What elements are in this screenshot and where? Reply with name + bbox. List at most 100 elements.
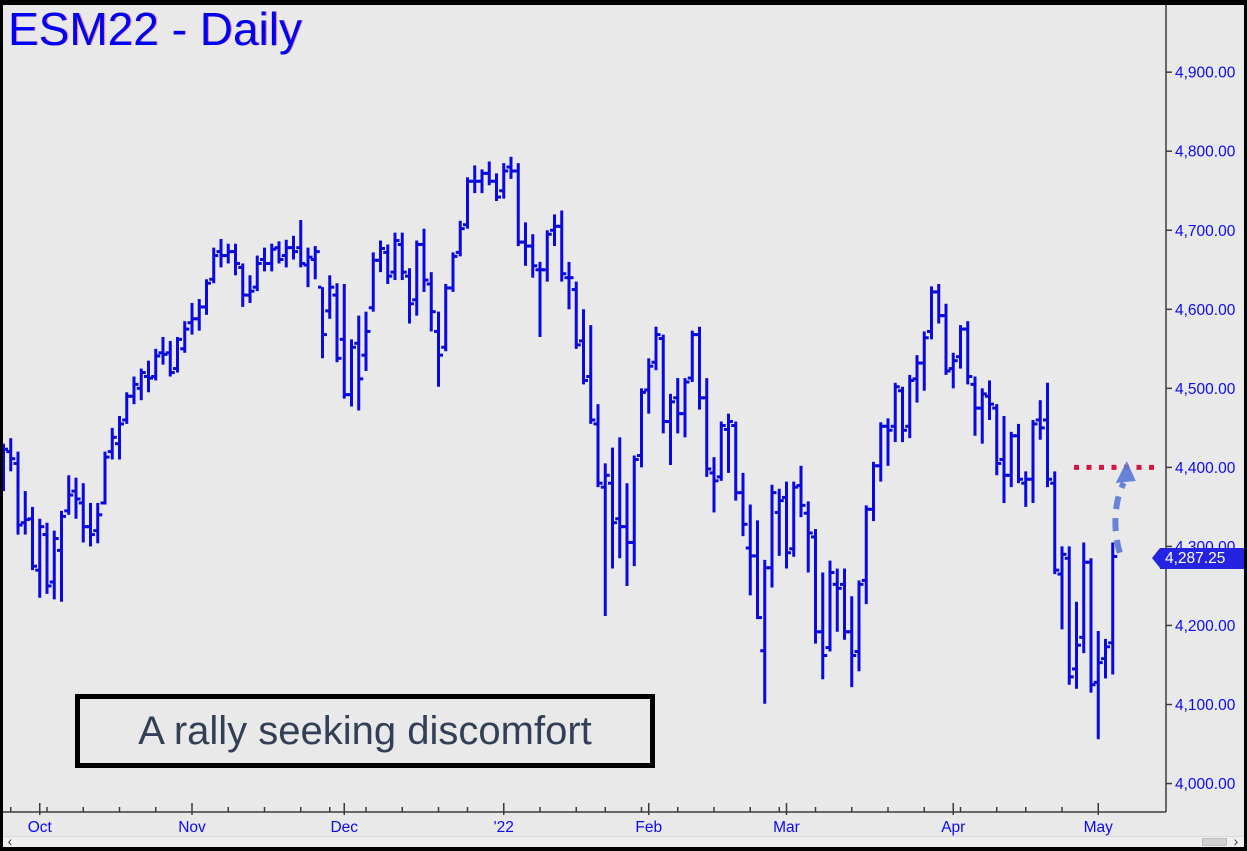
- ohlc-bar: [455, 220, 465, 257]
- ohlc-bar: [948, 352, 958, 389]
- chart-title: ESM22 - Daily: [8, 3, 302, 55]
- ohlc-bar: [774, 488, 784, 556]
- ohlc-bar: [245, 275, 255, 303]
- ohlc-bar: [252, 255, 262, 292]
- rally-arrow[interactable]: [1112, 481, 1127, 554]
- scrollbar-thumb[interactable]: [1202, 838, 1227, 846]
- ohlc-bar: [93, 502, 103, 544]
- y-axis-label: 4,700.00: [1175, 223, 1236, 240]
- scroll-left-icon[interactable]: ‹: [7, 833, 13, 849]
- ohlc-bar: [1079, 542, 1089, 654]
- ohlc-bar: [535, 261, 545, 337]
- ohlc-bar: [165, 340, 175, 377]
- ohlc-bar: [158, 336, 168, 365]
- ohlc-bar: [840, 568, 849, 640]
- ohlc-bar: [608, 447, 617, 569]
- ohlc-bar: [405, 268, 414, 324]
- ohlc-bar: [803, 501, 813, 573]
- ohlc-bar: [274, 241, 284, 264]
- ohlc-bar: [622, 483, 632, 586]
- ohlc-bar: [970, 376, 980, 436]
- ohlc-bar: [260, 247, 269, 272]
- ohlc-bar: [999, 416, 1009, 503]
- scroll-right-icon[interactable]: ›: [1233, 833, 1239, 849]
- ohlc-bar: [434, 311, 443, 387]
- ohlc-bar: [390, 232, 400, 281]
- ohlc-bar: [709, 457, 719, 513]
- ohlc-bar: [753, 520, 762, 620]
- ohlc-bar: [869, 461, 878, 522]
- ohlc-bar: [6, 438, 16, 472]
- ohlc-bar: [905, 374, 915, 439]
- x-axis-month-label: Dec: [330, 819, 358, 836]
- ohlc-bar: [470, 165, 480, 194]
- ohlc-bar: [310, 246, 320, 280]
- ohlc-bar: [492, 173, 501, 202]
- ohlc-bar: [1043, 382, 1052, 488]
- ohlc-bar: [238, 263, 248, 307]
- ohlc-bar: [767, 484, 777, 588]
- ohlc-bar: [1108, 542, 1118, 675]
- ohlc-bar: [550, 214, 559, 247]
- ohlc-bar: [738, 472, 748, 537]
- ohlc-bar: [100, 451, 110, 505]
- ohlc-bar: [600, 463, 610, 616]
- ohlc-bar: [194, 299, 204, 331]
- ohlc-bar: [985, 380, 994, 420]
- ohlc-bar: [1050, 471, 1060, 575]
- ohlc-bar: [782, 481, 791, 569]
- ohlc-bar: [1086, 558, 1096, 693]
- ohlc-bar: [789, 481, 799, 557]
- y-axis-label: 4,000.00: [1175, 776, 1236, 793]
- ohlc-bar: [397, 232, 407, 281]
- ohlc-bar: [1014, 423, 1023, 484]
- ohlc-bar: [825, 560, 835, 652]
- ohlc-bar: [129, 376, 139, 405]
- ohlc-bar: [854, 580, 864, 672]
- ohlc-bar: [115, 416, 124, 460]
- ohlc-bar: [419, 228, 429, 292]
- x-axis-month-label: Feb: [635, 819, 662, 836]
- ohlc-bar: [209, 247, 219, 284]
- y-axis-label: 4,600.00: [1175, 302, 1236, 319]
- ohlc-bar: [86, 502, 95, 547]
- ohlc-bar: [202, 279, 211, 315]
- ohlc-bar: [1057, 546, 1067, 630]
- ohlc-bar: [78, 483, 88, 543]
- ohlc-bar: [898, 386, 907, 443]
- ohlc-bar: [571, 281, 581, 349]
- ohlc-bar: [339, 284, 349, 399]
- ohlc-bar: [289, 235, 298, 260]
- ohlc-bar: [136, 368, 146, 401]
- ohlc-bar: [49, 530, 59, 600]
- ohlc-bar: [1072, 601, 1081, 689]
- ohlc-bar: [173, 336, 182, 373]
- ohlc-bar: [13, 451, 23, 535]
- ohlc-bar: [977, 388, 987, 444]
- last-price-label: 4,287.25: [1165, 550, 1226, 567]
- window-border-left: [0, 0, 3, 851]
- annotation-text-box[interactable]: A rally seeking discomfort: [75, 694, 655, 768]
- y-axis-label: 4,400.00: [1175, 460, 1236, 477]
- ohlc-bar: [506, 156, 516, 179]
- ohlc-bar: [876, 422, 886, 482]
- ohlc-bar: [542, 230, 552, 282]
- rally-arrow-head-icon: [1115, 460, 1136, 483]
- y-axis-label: 4,200.00: [1175, 618, 1236, 635]
- horizontal-scrollbar[interactable]: ‹ ›: [0, 833, 1247, 849]
- ohlc-bar: [376, 240, 385, 273]
- ohlc-bar: [107, 427, 117, 460]
- ohlc-bar: [448, 252, 458, 292]
- ohlc-bar: [28, 506, 37, 571]
- ohlc-bar: [64, 475, 74, 515]
- x-axis-month-label: May: [1084, 819, 1114, 836]
- ohlc-bar: [231, 243, 240, 276]
- ohlc-bar: [847, 596, 857, 688]
- y-axis-label: 4,900.00: [1175, 65, 1236, 82]
- ohlc-bar: [361, 311, 371, 371]
- ohlc-bar: [927, 286, 936, 340]
- ohlc-bar: [180, 321, 190, 353]
- y-axis-label: 4,800.00: [1175, 144, 1236, 161]
- ohlc-bar: [934, 284, 944, 324]
